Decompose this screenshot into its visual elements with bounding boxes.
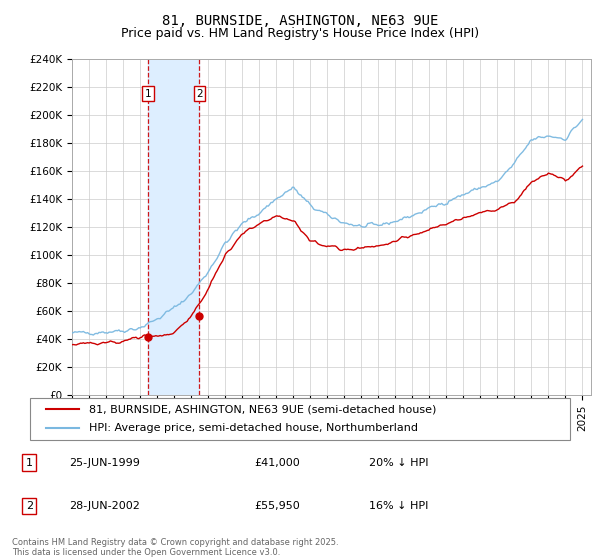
Text: 20% ↓ HPI: 20% ↓ HPI <box>369 458 428 468</box>
Text: 16% ↓ HPI: 16% ↓ HPI <box>369 501 428 511</box>
Bar <box>148 59 199 395</box>
Text: 2: 2 <box>196 89 203 99</box>
Text: Contains HM Land Registry data © Crown copyright and database right 2025.
This d: Contains HM Land Registry data © Crown c… <box>12 538 338 557</box>
Text: £41,000: £41,000 <box>254 458 299 468</box>
Text: 25-JUN-1999: 25-JUN-1999 <box>70 458 140 468</box>
Text: 28-JUN-2002: 28-JUN-2002 <box>70 501 140 511</box>
Text: 81, BURNSIDE, ASHINGTON, NE63 9UE (semi-detached house): 81, BURNSIDE, ASHINGTON, NE63 9UE (semi-… <box>89 404 437 414</box>
FancyBboxPatch shape <box>30 398 570 440</box>
Text: HPI: Average price, semi-detached house, Northumberland: HPI: Average price, semi-detached house,… <box>89 423 418 433</box>
Text: 1: 1 <box>26 458 33 468</box>
Text: £55,950: £55,950 <box>254 501 299 511</box>
Text: Price paid vs. HM Land Registry's House Price Index (HPI): Price paid vs. HM Land Registry's House … <box>121 27 479 40</box>
Text: 81, BURNSIDE, ASHINGTON, NE63 9UE: 81, BURNSIDE, ASHINGTON, NE63 9UE <box>162 14 438 28</box>
Text: 2: 2 <box>26 501 33 511</box>
Text: 1: 1 <box>145 89 152 99</box>
